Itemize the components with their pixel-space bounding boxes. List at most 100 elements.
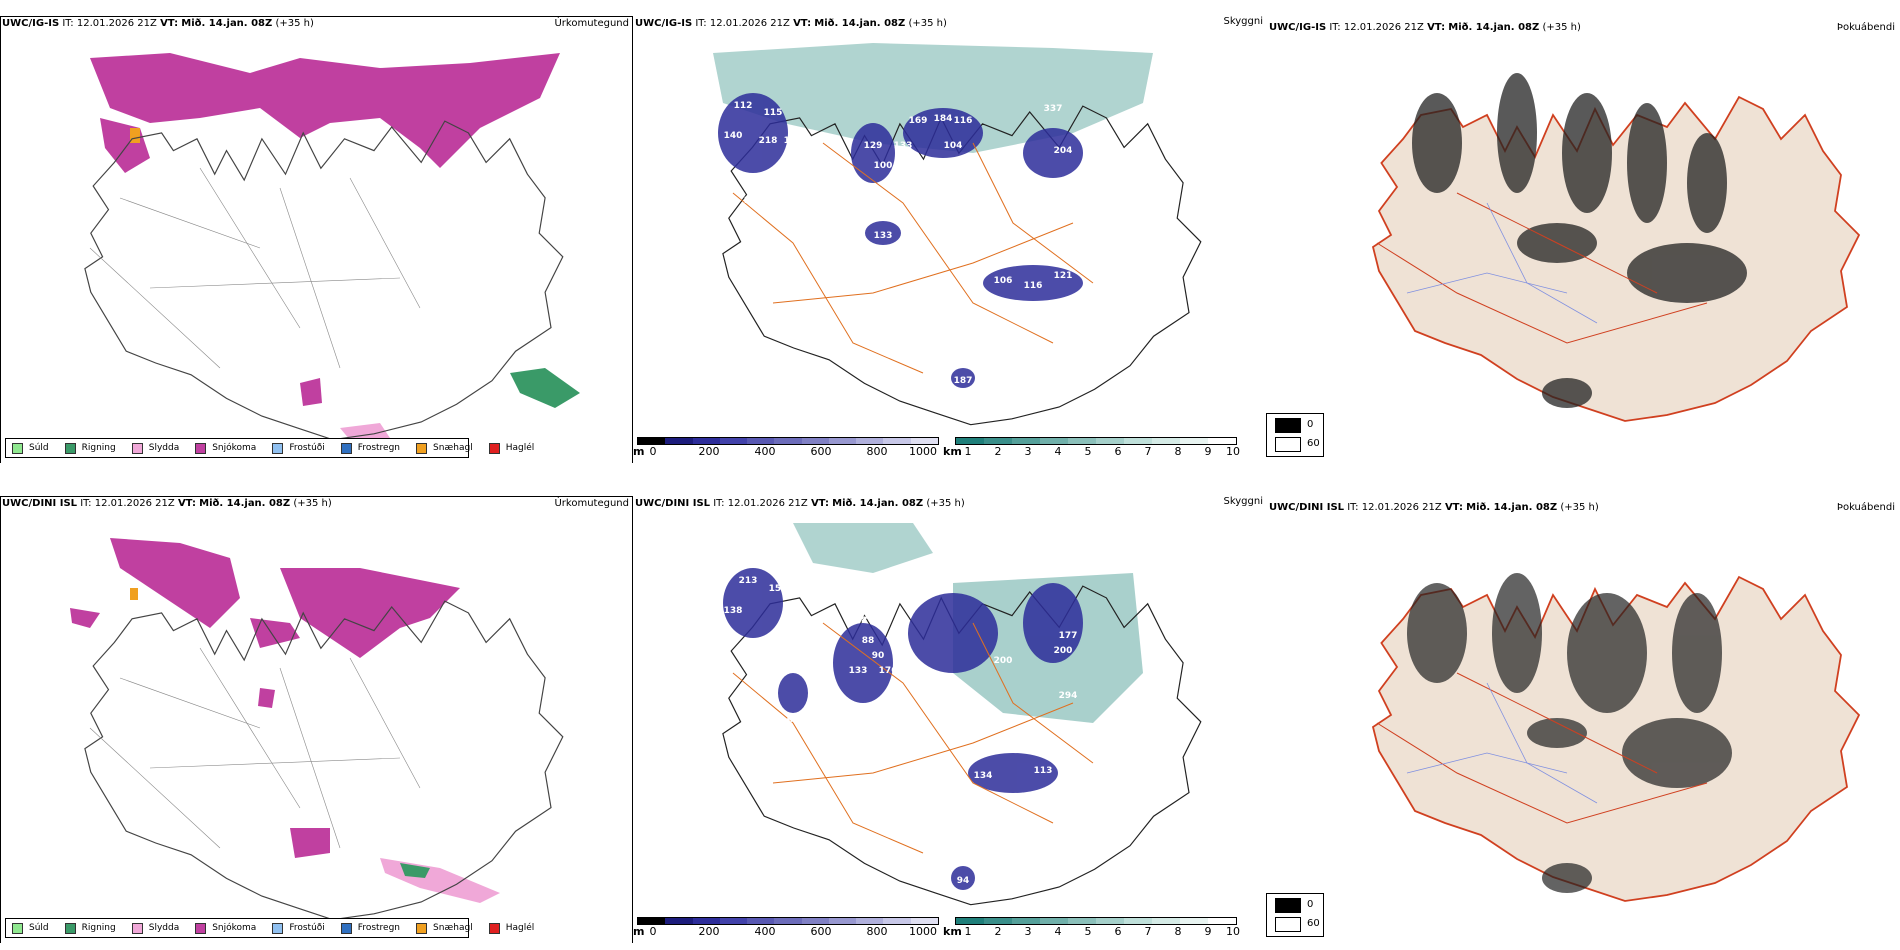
sleet-area — [340, 423, 390, 440]
altitude-tick: 200 — [698, 445, 720, 458]
visibility-label: 344 — [759, 646, 778, 656]
precip-type-title: Úrkomutegund — [554, 18, 629, 29]
legend-item: Súld — [12, 922, 49, 934]
altitude-colorbar — [637, 917, 939, 925]
visibility-label: 90 — [872, 651, 885, 661]
fog-map — [1372, 573, 1860, 902]
snow-area — [110, 538, 240, 628]
visibility-label: 112 — [734, 101, 753, 111]
panel-header: UWC/DINI ISL IT: 12.01.2026 21Z VT: Mið.… — [2, 498, 332, 509]
visibility-label: 143 — [764, 666, 783, 676]
legend-swatch — [195, 442, 207, 454]
altitude-tick: 0 — [649, 925, 657, 938]
visibility-panel: UWC/IG-IS IT: 12.01.2026 21Z VT: Mið. 14… — [633, 13, 1267, 463]
visibility-label: 133 — [874, 231, 893, 241]
visibility-label: 138 — [724, 606, 743, 616]
visibility-label: 94 — [957, 876, 970, 886]
visibility-label: 140 — [724, 131, 743, 141]
fog-legend-min: 0 — [1307, 419, 1314, 430]
visibility-tick: 4 — [1054, 445, 1062, 458]
visibility-tick: 7 — [1144, 445, 1152, 458]
precip-map — [70, 538, 564, 921]
legend-swatch — [416, 922, 428, 934]
altitude-tick: 1000 — [909, 925, 937, 938]
fog-legend-max: 60 — [1307, 918, 1320, 929]
visibility-label: 88 — [862, 636, 875, 646]
fog-panel: UWC/IG-IS IT: 12.01.2026 21Z VT: Mið. 14… — [1267, 13, 1900, 463]
legend-swatch — [1275, 418, 1301, 433]
precip-map-frame — [0, 16, 633, 463]
visibility-label: 133 — [894, 141, 913, 151]
legend-item: Rigning — [64, 922, 116, 934]
visibility-title: Skyggni — [1223, 16, 1263, 27]
visibility-unit: km — [943, 925, 962, 938]
fog-legend-max: 60 — [1307, 438, 1320, 449]
visibility-title: Skyggni — [1223, 496, 1263, 507]
visibility-label: 187 — [954, 376, 973, 386]
visibility-tick: 5 — [1084, 445, 1092, 458]
legend-item: Slydda — [131, 922, 179, 934]
visibility-tick: 10 — [1226, 925, 1240, 938]
legend-swatch — [195, 922, 207, 934]
panel-header: UWC/IG-IS IT: 12.01.2026 21Z VT: Mið. 14… — [1269, 22, 1581, 33]
legend-swatch — [12, 442, 23, 454]
legend-swatch — [64, 922, 76, 934]
visibility-label: 115 — [764, 108, 783, 118]
legend-item: Frostregn — [340, 442, 400, 454]
fog-legend-min: 0 — [1307, 899, 1314, 910]
altitude-tick: 800 — [866, 445, 888, 458]
precip-type-panel: UWC/DINI ISL IT: 12.01.2026 21Z VT: Mið.… — [0, 493, 633, 943]
altitude-tick: 400 — [754, 925, 776, 938]
snow-area — [300, 378, 322, 406]
legend-swatch — [272, 922, 284, 934]
visibility-panel: UWC/DINI ISL IT: 12.01.2026 21Z VT: Mið.… — [633, 493, 1267, 943]
visibility-label: 133 — [849, 666, 868, 676]
legend-item: Haglél — [488, 442, 534, 454]
legend-item: Snjókoma — [195, 922, 256, 934]
snow-area — [258, 688, 275, 708]
panel-header: UWC/IG-IS IT: 12.01.2026 21Z VT: Mið. 14… — [635, 18, 947, 29]
legend-swatch — [1275, 898, 1301, 913]
visibility-label: 116 — [954, 116, 973, 126]
visibility-tick: 3 — [1024, 925, 1032, 938]
legend-swatch — [272, 442, 284, 454]
visibility-tick: 2 — [994, 445, 1002, 458]
visibility-tick: 9 — [1204, 445, 1212, 458]
altitude-tick: 0 — [649, 445, 657, 458]
altitude-tick: 800 — [866, 925, 888, 938]
rain-area — [400, 863, 430, 878]
panel-header: UWC/IG-IS IT: 12.01.2026 21Z VT: Mið. 14… — [2, 18, 314, 29]
visibility-label: 198 — [784, 606, 803, 616]
fog-title: Þokuábendi — [1836, 22, 1895, 33]
rain-area — [510, 368, 580, 408]
visibility-label: 121 — [1054, 271, 1073, 281]
legend-item: Frostregn — [340, 922, 400, 934]
legend-swatch — [1275, 437, 1301, 452]
legend-swatch — [64, 442, 76, 454]
legend-item: Snjókoma — [195, 442, 256, 454]
visibility-label: 176 — [879, 666, 898, 676]
visibility-label: 294 — [1059, 691, 1078, 701]
visibility-tick: 10 — [1226, 445, 1240, 458]
visibility-label: 200 — [1054, 646, 1073, 656]
visibility-tick: 9 — [1204, 925, 1212, 938]
legend-swatch — [340, 922, 352, 934]
fog-legend: 0 60 — [1266, 413, 1324, 457]
fog-legend: 0 60 — [1266, 893, 1324, 937]
visibility-unit: km — [943, 445, 962, 458]
visibility-label: 213 — [739, 576, 758, 586]
sleet-area — [380, 858, 500, 903]
visibility-label: 218 — [759, 136, 778, 146]
precip-type-panel: UWC/IG-IS IT: 12.01.2026 21Z VT: Mið. 14… — [0, 13, 633, 463]
visibility-label: 337 — [1044, 104, 1063, 114]
visibility-label: 100 — [874, 161, 893, 171]
visibility-tick: 1 — [964, 445, 972, 458]
legend-item: Snæhagl — [416, 922, 473, 934]
visibility-label: 177 — [1059, 631, 1078, 641]
snow-area — [250, 618, 300, 648]
visibility-tick: 2 — [994, 925, 1002, 938]
sleet-hail-area — [130, 128, 140, 143]
visibility-tick: 8 — [1174, 445, 1182, 458]
visibility-tick: 3 — [1024, 445, 1032, 458]
visibility-label: 158 — [769, 584, 788, 594]
